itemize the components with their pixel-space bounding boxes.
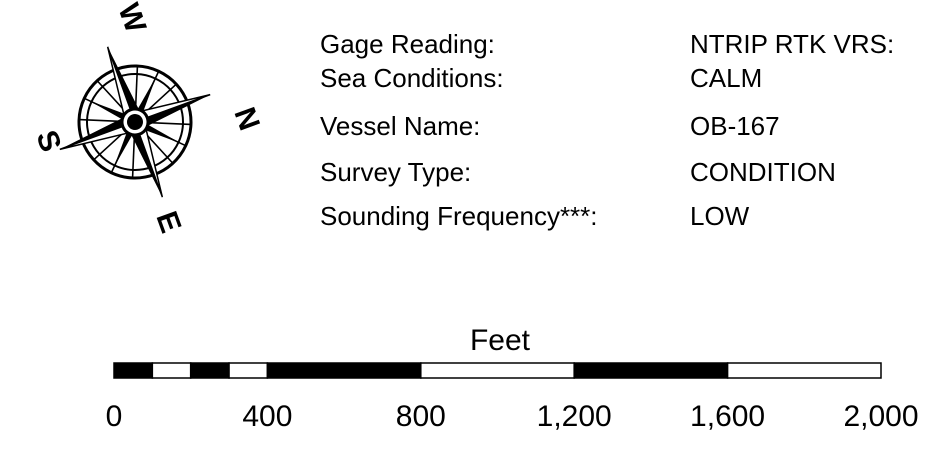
compass-label-north: N bbox=[227, 103, 265, 135]
north-arrow: N S E W bbox=[10, 0, 270, 245]
scale-bar: Feet 0 400 800 1,200 1,600 2,000 bbox=[0, 318, 949, 464]
info-value: CONDITION bbox=[690, 157, 836, 187]
info-row-vessel-name: Vessel Name: OB-167 bbox=[320, 108, 949, 144]
scale-segment bbox=[189, 362, 230, 379]
scale-tick-label: 800 bbox=[396, 400, 446, 433]
info-label: Gage Reading: bbox=[320, 29, 495, 59]
info-value: CALM bbox=[690, 63, 763, 93]
compass-label-south: S bbox=[29, 126, 67, 156]
info-label: Survey Type: bbox=[320, 157, 472, 187]
info-row-survey-type: Survey Type: CONDITION bbox=[320, 154, 949, 190]
compass-label-east: E bbox=[149, 207, 187, 237]
scale-segment bbox=[151, 362, 192, 379]
compass-label-west: W bbox=[111, 0, 152, 38]
info-value: NTRIP RTK VRS: bbox=[690, 29, 895, 59]
compass-hub bbox=[127, 114, 143, 130]
compass-star bbox=[59, 46, 211, 198]
info-label: Sounding Frequency***: bbox=[320, 201, 598, 231]
scale-tick-label: 400 bbox=[242, 400, 292, 433]
scale-segment bbox=[420, 362, 575, 379]
info-label: Sea Conditions: bbox=[320, 63, 504, 93]
scale-bar-graphic: Feet 0 400 800 1,200 1,600 2,000 bbox=[106, 324, 919, 433]
scale-tick-label: 1,200 bbox=[537, 400, 612, 433]
scale-segment bbox=[228, 362, 269, 379]
scale-segment bbox=[113, 362, 154, 379]
compass-rose-icon: N S E W bbox=[29, 0, 265, 237]
info-row-sounding-frequency: Sounding Frequency***: LOW bbox=[320, 198, 949, 234]
scale-tick-label: 1,600 bbox=[690, 400, 765, 433]
scale-segment bbox=[726, 362, 882, 379]
scale-tick-labels: 0 400 800 1,200 1,600 2,000 bbox=[106, 400, 919, 433]
scale-segment bbox=[573, 362, 729, 379]
survey-info: Gage Reading: NTRIP RTK VRS: Sea Conditi… bbox=[320, 26, 949, 241]
info-value: LOW bbox=[690, 201, 750, 231]
scale-unit-label: Feet bbox=[470, 324, 531, 357]
info-row-gage-reading: Gage Reading: NTRIP RTK VRS: bbox=[320, 26, 949, 62]
scale-segment bbox=[266, 362, 422, 379]
info-row-sea-conditions: Sea Conditions: CALM bbox=[320, 60, 949, 96]
scale-segments bbox=[113, 362, 882, 379]
info-label: Vessel Name: bbox=[320, 111, 481, 141]
info-value: OB-167 bbox=[690, 111, 780, 141]
scale-tick-label: 2,000 bbox=[843, 400, 918, 433]
scale-tick-label: 0 bbox=[106, 400, 123, 433]
